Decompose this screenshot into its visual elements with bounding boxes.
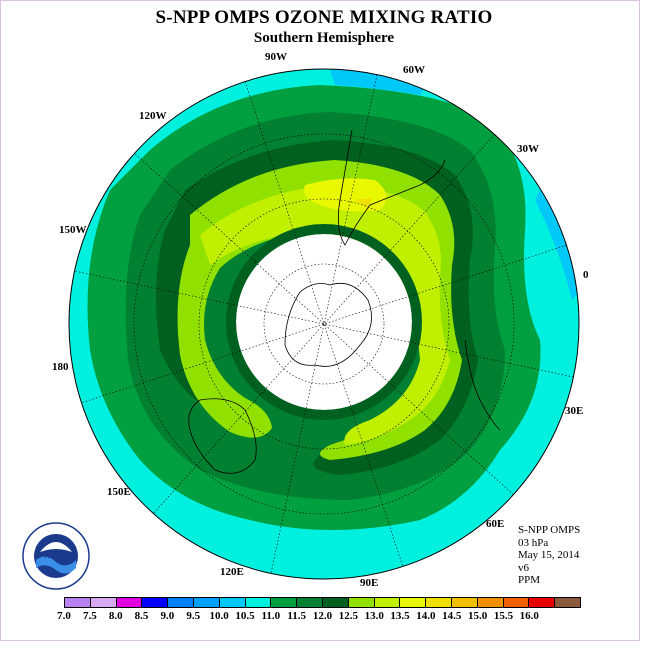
graticule: [74, 74, 574, 574]
colorbar-swatch: [271, 598, 298, 607]
field-12-0-inner: [226, 224, 422, 420]
colorbar-ticks: 7.0 7.5 8.0 8.5 9.0 9.5 10.0 10.5 11.0 11.5 12.0 12…: [57, 610, 581, 624]
colorbar-swatch: [219, 598, 246, 607]
colorbar-swatch: [245, 598, 272, 607]
colorbar-swatch: [116, 598, 143, 607]
colorbar-tick-label: 11.5: [287, 610, 306, 622]
colorbar-swatch: [297, 598, 323, 607]
colorbar-tick-label: 9.5: [186, 610, 201, 622]
lon-label-120w: 120W: [139, 110, 167, 122]
colorbar-tick-label: 7.5: [82, 610, 97, 622]
antarctica-coast: [284, 282, 372, 367]
noaa-logo: NOAA: [22, 522, 90, 590]
colorbar-tick-label: 14.5: [442, 610, 462, 622]
colorbar-swatch: [503, 598, 530, 607]
colorbar-swatch: [426, 598, 452, 607]
colorbar-tick-label: 14.0: [416, 610, 436, 622]
colorbar-tick-label: 9.0: [160, 610, 175, 622]
info-product: S-NPP OMPS: [518, 524, 581, 536]
colorbar-tick-label: 15.0: [467, 610, 488, 622]
page-subtitle: Southern Hemisphere: [253, 30, 395, 46]
colorbar: [64, 597, 581, 608]
south-america-coast: [337, 129, 446, 246]
colorbar-swatch: [65, 598, 91, 607]
colorbar-tick-label: 13.5: [390, 610, 410, 622]
page-title: S-NPP OMPS OZONE MIXING RATIO: [155, 7, 493, 28]
figure-frame: [0, 0, 640, 641]
lon-label-180: 180: [52, 361, 69, 373]
colorbar-swatch: [529, 598, 556, 607]
meridian: [153, 134, 495, 514]
colorbar-tick-label: 8.5: [134, 610, 149, 622]
field-14-0: [355, 198, 372, 208]
polar-night-mask: [236, 234, 412, 410]
colorbar-tick-label: 8.0: [108, 610, 123, 622]
colorbar-swatch: [90, 598, 117, 607]
noaa-logo-text: NOAA: [44, 551, 68, 560]
lon-label-60e: 60E: [486, 518, 505, 530]
colorbar-tick-label: 16.0: [519, 610, 539, 622]
colorbar-swatch: [451, 598, 478, 607]
field-10-0-east: [535, 190, 579, 300]
meridian: [244, 81, 404, 567]
colorbar-swatch: [322, 598, 349, 607]
lon-label-30e: 30E: [565, 405, 584, 417]
info-date: May 15, 2014: [518, 549, 580, 561]
colorbar-swatch: [555, 598, 580, 607]
colorbar-tick-label: 7.0: [57, 610, 71, 622]
colorbar-swatch: [400, 598, 427, 607]
lon-label-120e: 120E: [220, 566, 244, 578]
lon-label-150e: 150E: [107, 486, 131, 498]
colorbar-swatch: [477, 598, 504, 607]
lon-label-90w: 90W: [265, 51, 287, 63]
product-info: S-NPP OMPS 03 hPa May 15, 2014 v6 PPM: [518, 524, 580, 587]
graticule-circle: [198, 198, 450, 450]
africa-coast: [464, 339, 501, 431]
meridian: [81, 244, 567, 404]
lon-label-30w: 30W: [517, 143, 539, 155]
info-units: PPM: [518, 574, 541, 586]
colorbar-tick-label: 10.5: [235, 610, 255, 622]
colorbar-tick-label: 12.5: [338, 610, 358, 622]
colorbar-tick-label: 11.0: [261, 610, 281, 622]
meridian: [74, 270, 574, 378]
ozone-field: [69, 69, 579, 579]
colorbar-swatch: [193, 598, 220, 607]
meridian: [134, 153, 514, 495]
info-level: 03 hPa: [518, 536, 549, 549]
graticule-circle: [133, 133, 515, 515]
colorbar-swatch: [348, 598, 375, 607]
lon-label-90e: 90E: [360, 577, 379, 589]
colorbar-tick-label: 15.5: [493, 610, 514, 622]
meridian: [270, 74, 378, 574]
colorbar-swatch: [374, 598, 401, 607]
info-version: v6: [518, 561, 529, 574]
lon-label-60w: 60W: [403, 64, 425, 76]
lon-label-0: 0: [583, 269, 589, 281]
colorbar-tick-label: 12.0: [312, 610, 333, 622]
map-border: [68, 68, 580, 580]
colorbar-swatch: [168, 598, 194, 607]
colorbar-tick-label: 10.0: [209, 610, 229, 622]
graticule-circle: [263, 263, 385, 385]
colorbar-swatch: [142, 598, 169, 607]
lon-label-150w: 150W: [59, 224, 87, 236]
colorbar-tick-label: 13.0: [364, 610, 384, 622]
australia-coast: [188, 398, 257, 474]
coastlines: [188, 129, 501, 474]
